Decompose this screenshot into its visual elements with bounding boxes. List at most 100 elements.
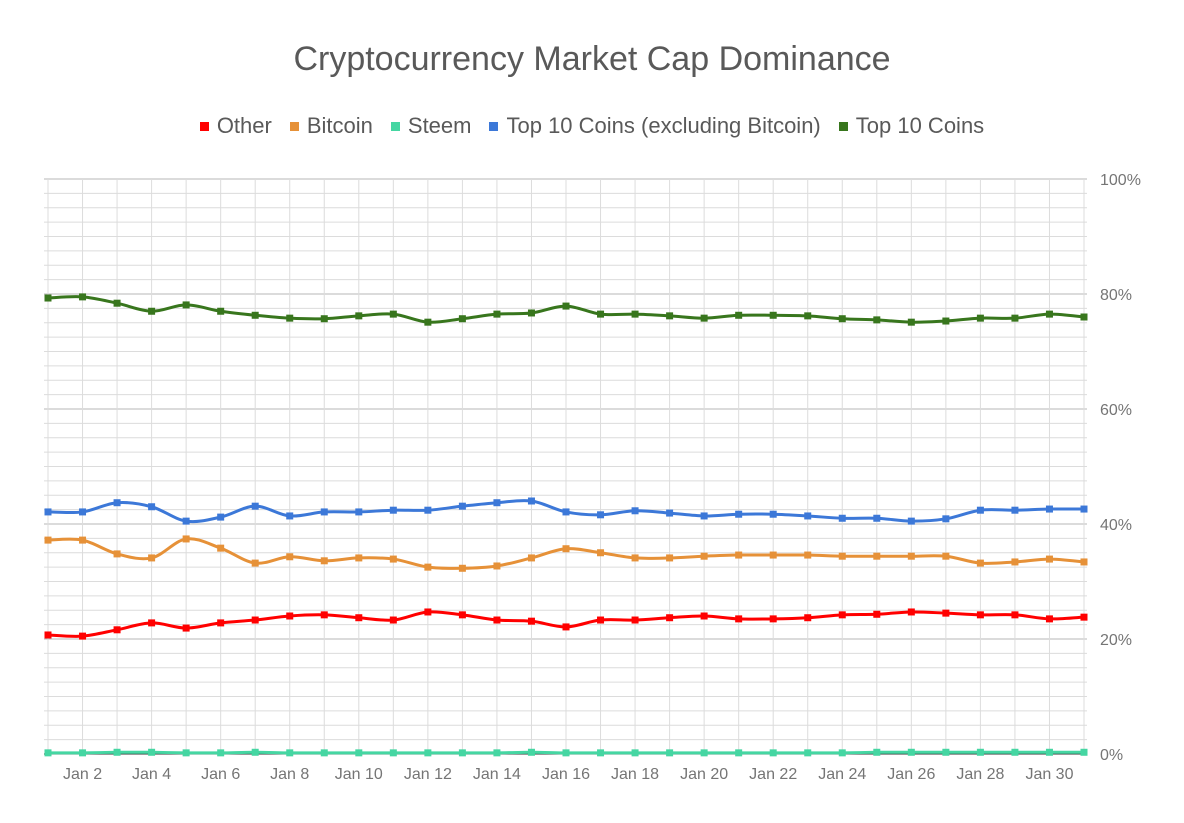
legend-item: Other (199, 113, 272, 139)
data-point (182, 624, 190, 632)
data-point (631, 310, 639, 318)
data-point (769, 749, 777, 757)
data-point (320, 508, 328, 516)
data-point (113, 626, 121, 634)
data-point (1011, 506, 1019, 514)
x-tick-label: Jan 30 (1025, 766, 1073, 783)
data-point (1011, 558, 1019, 566)
x-tick-label: Jan 20 (680, 766, 728, 783)
data-point (597, 616, 605, 624)
data-point (79, 293, 87, 301)
data-point (735, 749, 743, 757)
data-point (769, 311, 777, 319)
data-point (735, 510, 743, 518)
data-point (562, 545, 570, 553)
data-point (182, 301, 190, 309)
data-point (1080, 313, 1088, 321)
y-tick-label: 100% (1100, 172, 1141, 189)
data-point (217, 513, 225, 521)
data-point (113, 499, 121, 507)
x-tick-label: Jan 10 (335, 766, 383, 783)
data-point (1080, 505, 1088, 513)
data-point (976, 559, 984, 567)
data-point (424, 749, 432, 757)
data-point (804, 749, 812, 757)
x-tick-label: Jan 22 (749, 766, 797, 783)
data-point (320, 315, 328, 323)
data-point (458, 564, 466, 572)
legend-swatch (390, 121, 400, 131)
x-tick-label: Jan 26 (887, 766, 935, 783)
data-point (907, 552, 915, 560)
legend-item: Bitcoin (289, 113, 373, 139)
data-point (769, 551, 777, 559)
data-point (942, 317, 950, 325)
data-point (769, 510, 777, 518)
data-point (907, 608, 915, 616)
x-tick-label: Jan 28 (956, 766, 1004, 783)
data-point (597, 511, 605, 519)
data-point (527, 748, 535, 756)
legend-item: Top 10 Coins (excluding Bitcoin) (489, 113, 821, 139)
data-point (1080, 558, 1088, 566)
x-tick-label: Jan 6 (201, 766, 240, 783)
data-point (389, 616, 397, 624)
data-point (217, 544, 225, 552)
data-point (907, 517, 915, 525)
data-point (182, 749, 190, 757)
data-point (424, 563, 432, 571)
x-tick-label: Jan 2 (63, 766, 102, 783)
data-point (838, 514, 846, 522)
data-point (666, 509, 674, 517)
x-tick-label: Jan 12 (404, 766, 452, 783)
data-point (79, 508, 87, 516)
data-point (597, 749, 605, 757)
data-point (113, 550, 121, 558)
data-point (493, 616, 501, 624)
data-point (113, 748, 121, 756)
data-point (804, 614, 812, 622)
data-point (286, 314, 294, 322)
data-point (286, 749, 294, 757)
data-point (424, 506, 432, 514)
data-point (424, 318, 432, 326)
data-point (735, 615, 743, 623)
data-point (148, 554, 156, 562)
data-point (700, 612, 708, 620)
data-point (355, 312, 363, 320)
data-point (1080, 613, 1088, 621)
data-point (735, 551, 743, 559)
data-point (700, 512, 708, 520)
data-point (286, 612, 294, 620)
data-point (44, 749, 52, 757)
data-point (355, 554, 363, 562)
legend-label: Steem (407, 113, 472, 138)
legend-item: Top 10 Coins (838, 113, 984, 139)
data-point (976, 506, 984, 514)
data-point (458, 749, 466, 757)
data-point (286, 553, 294, 561)
data-point (251, 311, 259, 319)
y-tick-label: 0% (1100, 747, 1123, 764)
data-point (458, 315, 466, 323)
data-point (355, 508, 363, 516)
data-point (251, 559, 259, 567)
data-point (527, 309, 535, 317)
data-point (562, 623, 570, 631)
data-point (182, 535, 190, 543)
data-point (148, 748, 156, 756)
data-point (597, 549, 605, 557)
x-tick-label: Jan 18 (611, 766, 659, 783)
data-point (44, 294, 52, 302)
x-tick-label: Jan 4 (132, 766, 171, 783)
legend-swatch (489, 121, 499, 131)
y-tick-label: 60% (1100, 402, 1132, 419)
data-point (631, 507, 639, 515)
data-point (320, 749, 328, 757)
data-point (562, 749, 570, 757)
data-point (1011, 611, 1019, 619)
legend-swatch (289, 121, 299, 131)
data-point (1045, 615, 1053, 623)
data-point (458, 502, 466, 510)
data-point (597, 310, 605, 318)
